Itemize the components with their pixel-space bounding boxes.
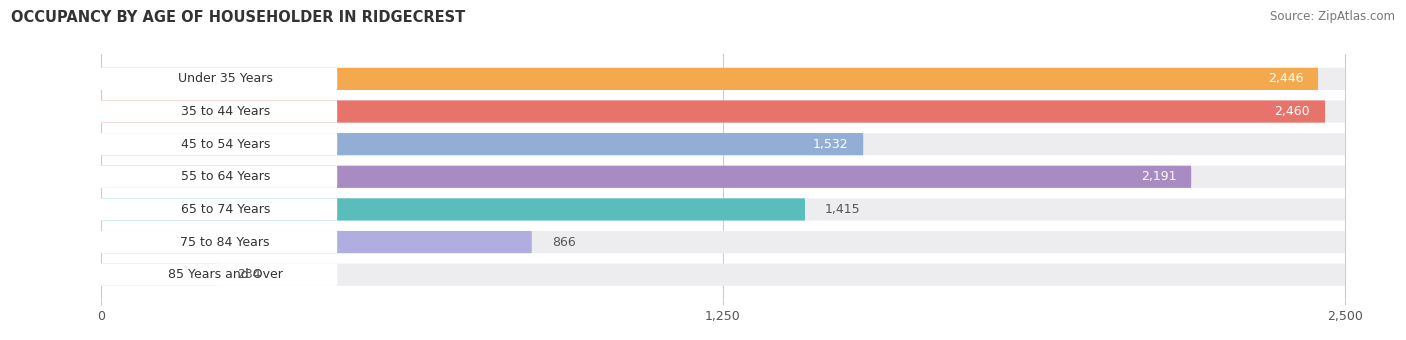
Text: 55 to 64 Years: 55 to 64 Years	[180, 170, 270, 183]
Text: 1,532: 1,532	[813, 138, 848, 151]
Text: 85 Years and Over: 85 Years and Over	[167, 268, 283, 281]
Text: 866: 866	[551, 236, 575, 249]
FancyBboxPatch shape	[101, 68, 1346, 90]
FancyBboxPatch shape	[89, 100, 337, 123]
FancyBboxPatch shape	[89, 166, 337, 188]
FancyBboxPatch shape	[89, 68, 337, 90]
FancyBboxPatch shape	[101, 68, 1317, 90]
Text: 65 to 74 Years: 65 to 74 Years	[180, 203, 270, 216]
FancyBboxPatch shape	[101, 166, 1191, 188]
FancyBboxPatch shape	[101, 100, 1324, 123]
FancyBboxPatch shape	[101, 133, 1346, 155]
Text: 2,446: 2,446	[1268, 72, 1303, 85]
FancyBboxPatch shape	[101, 198, 806, 221]
Text: 35 to 44 Years: 35 to 44 Years	[180, 105, 270, 118]
Text: Source: ZipAtlas.com: Source: ZipAtlas.com	[1270, 10, 1395, 23]
Text: Under 35 Years: Under 35 Years	[177, 72, 273, 85]
FancyBboxPatch shape	[89, 133, 337, 155]
FancyBboxPatch shape	[101, 133, 863, 155]
FancyBboxPatch shape	[89, 231, 337, 253]
Text: 1,415: 1,415	[825, 203, 860, 216]
Text: 75 to 84 Years: 75 to 84 Years	[180, 236, 270, 249]
Text: 45 to 54 Years: 45 to 54 Years	[180, 138, 270, 151]
FancyBboxPatch shape	[101, 264, 1346, 286]
FancyBboxPatch shape	[101, 231, 1346, 253]
FancyBboxPatch shape	[89, 264, 337, 286]
FancyBboxPatch shape	[101, 264, 218, 286]
FancyBboxPatch shape	[89, 198, 337, 221]
Text: 2,460: 2,460	[1274, 105, 1310, 118]
Text: 234: 234	[238, 268, 260, 281]
FancyBboxPatch shape	[101, 166, 1346, 188]
Text: 2,191: 2,191	[1140, 170, 1177, 183]
FancyBboxPatch shape	[101, 231, 531, 253]
FancyBboxPatch shape	[101, 198, 1346, 221]
Text: OCCUPANCY BY AGE OF HOUSEHOLDER IN RIDGECREST: OCCUPANCY BY AGE OF HOUSEHOLDER IN RIDGE…	[11, 10, 465, 25]
FancyBboxPatch shape	[101, 100, 1346, 123]
